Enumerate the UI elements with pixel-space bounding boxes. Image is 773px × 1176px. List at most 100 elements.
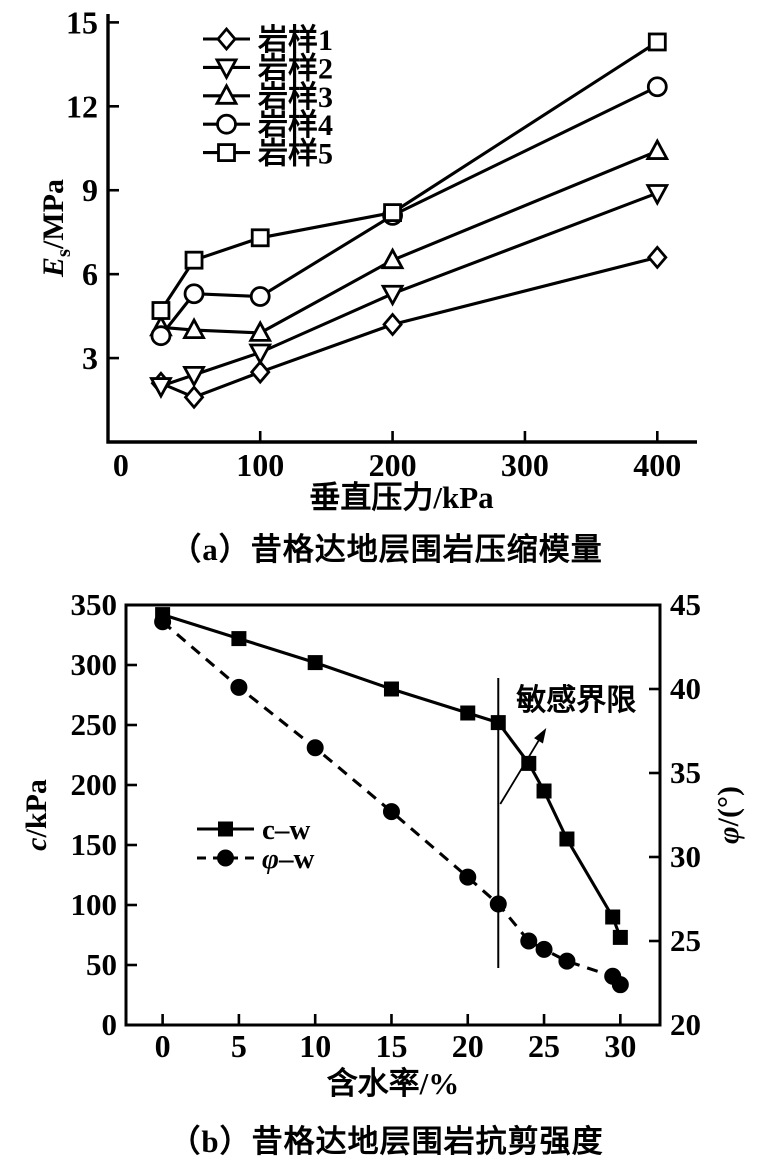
b-left-tick-label: 150: [71, 827, 118, 862]
b-x-ticks: 0 5 10 15 20 25 30: [155, 1014, 636, 1064]
b-x-axis-title: 含水率/%: [327, 1066, 460, 1101]
a-legend-item-1: 岩样1: [203, 24, 333, 57]
b-right-tick-label: 40: [670, 671, 701, 706]
b-data-point-2: [558, 952, 576, 970]
b-left-tick-label: 300: [71, 647, 118, 682]
b-right-axis-title: φ/(°): [712, 786, 745, 844]
b-data-point-1: [559, 831, 575, 847]
a-series-1: [150, 245, 668, 410]
b-data-point-2: [535, 940, 553, 958]
a-axes: [106, 14, 697, 444]
a-x-tick-label: 300: [501, 447, 549, 483]
b-series-c-w: [155, 607, 628, 945]
b-right-tick-label: 35: [670, 755, 701, 790]
b-legend-label: c–w: [262, 814, 310, 846]
a-y-tick-label: 12: [66, 88, 98, 124]
b-annotation-arrowhead: [534, 728, 547, 744]
b-data-point-1: [490, 715, 506, 731]
a-x-ticks: 0 100 200 300 400: [113, 431, 681, 483]
a-legend-label: 岩样4: [258, 109, 333, 142]
a-data-point-2: [645, 184, 670, 206]
b-legend: c–wφ–w: [197, 814, 314, 875]
b-left-tick-label: 100: [71, 887, 118, 922]
a-y-axis-title: Es/MPa: [37, 179, 75, 278]
a-series-3: [149, 138, 670, 342]
a-series-line-5: [159, 40, 659, 312]
a-x-tick-label: 0: [113, 447, 129, 483]
b-plot-box: [124, 603, 662, 1027]
caption-a: （a）昔格达地层围岩压缩模量: [170, 532, 603, 567]
b-legend-marker: [218, 821, 233, 837]
a-legend-label: 岩样5: [258, 138, 333, 171]
a-data-point-1: [382, 312, 403, 337]
a-legend-marker: [214, 82, 239, 105]
b-legend-marker: [217, 849, 234, 867]
b-x-tick-label: 0: [155, 1028, 171, 1064]
a-y-tick-label: 15: [66, 4, 98, 40]
a-legend-item-5: 岩样5: [203, 138, 333, 171]
a-legend-label: 岩样1: [258, 24, 333, 57]
b-data-point-1: [307, 655, 323, 671]
b-right-tick-label: 45: [670, 587, 701, 622]
b-x-tick-label: 25: [528, 1028, 560, 1064]
b-left-tick-label: 0: [102, 1007, 118, 1042]
a-series-line-3: [160, 149, 658, 335]
a-data-point-2: [248, 343, 273, 366]
b-data-point-2: [230, 678, 248, 696]
b-series-phi-w: [154, 613, 629, 994]
a-x-tick-label: 400: [633, 447, 681, 483]
a-y-ticks: 3 6 9 12 15: [66, 4, 119, 376]
b-data-point-2: [611, 976, 629, 994]
b-right-ticks: 20 25 30 35 40 45: [649, 587, 701, 1042]
b-data-point-2: [382, 803, 400, 821]
b-data-point-2: [154, 613, 172, 631]
a-data-point-5: [151, 301, 171, 320]
a-legend-marker: [214, 58, 239, 81]
a-legend-item-4: 岩样4: [203, 109, 333, 142]
a-data-point-4: [183, 283, 205, 305]
a-data-point-3: [645, 138, 670, 160]
a-x-tick-label: 200: [369, 447, 417, 483]
a-y-tick-label: 6: [82, 256, 98, 292]
a-legend-label: 岩样3: [258, 81, 333, 114]
a-legend-marker: [216, 26, 237, 52]
a-series-2: [149, 184, 670, 399]
b-legend-item-1: c–w: [197, 814, 310, 846]
a-data-point-3: [248, 319, 273, 342]
a-data-point-2: [182, 365, 206, 388]
b-left-tick-label: 250: [71, 707, 118, 742]
b-data-point-2: [489, 895, 507, 913]
a-x-tick-label: 100: [236, 447, 284, 483]
b-x-tick-label: 5: [231, 1028, 247, 1064]
b-data-point-1: [612, 929, 628, 945]
b-data-point-2: [306, 739, 324, 757]
b-left-tick-label: 200: [71, 767, 118, 802]
b-annotation-text: 敏感界限: [516, 684, 636, 717]
b-left-tick-label: 50: [86, 947, 117, 982]
b-left-axis-title: c/kPa: [20, 779, 53, 851]
b-annotation-arrow-shaft: [499, 735, 543, 805]
a-y-tick-label: 3: [82, 340, 98, 376]
a-x-axis-title: 垂直压力/kPa: [309, 480, 494, 515]
b-data-point-2: [459, 868, 477, 886]
b-left-ticks: 0 50 100 150 200 250 300 350: [71, 587, 137, 1042]
b-data-point-1: [383, 681, 399, 697]
a-legend-marker: [216, 113, 237, 135]
b-left-tick-label: 350: [71, 587, 118, 622]
caption-b: （b）昔格达地层围岩抗剪强度: [169, 1124, 604, 1159]
a-data-point-3: [182, 317, 206, 340]
a-series-4: [150, 76, 668, 347]
b-data-point-1: [536, 783, 552, 799]
b-x-tick-label: 10: [299, 1028, 331, 1064]
a-data-point-1: [249, 359, 271, 385]
a-legend-label: 岩样2: [258, 52, 333, 85]
a-data-point-2: [149, 377, 173, 399]
a-data-point-4: [150, 325, 172, 347]
b-right-tick-label: 30: [670, 839, 701, 874]
chart-a-canvas: 3 6 9 12 15 0 100 200 300 400 Es/MPa 垂直压力/kPa 岩样1岩样2…: [37, 4, 697, 515]
a-data-point-5: [250, 228, 270, 248]
b-data-point-1: [521, 755, 537, 771]
a-y-tick-label: 9: [82, 172, 98, 208]
